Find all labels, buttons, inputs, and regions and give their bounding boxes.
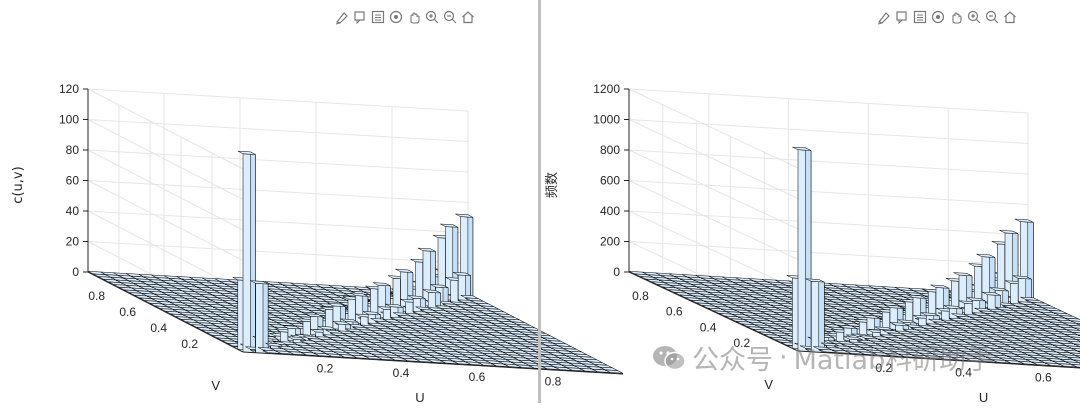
u-tick-label: 0.8	[545, 375, 562, 389]
bar-face-side	[250, 152, 255, 353]
z-gridline	[88, 181, 468, 261]
z-tick-label: 80	[66, 143, 80, 157]
z-gridline	[88, 89, 468, 169]
z-tick-label: 100	[59, 113, 79, 127]
z-tick-label: 60	[66, 174, 80, 188]
v-tick-label: 0.2	[181, 337, 198, 351]
z-tick-label: 40	[66, 204, 80, 218]
z-gridline	[88, 120, 468, 200]
z-gridline	[629, 120, 1028, 199]
v-tick-label: 0.4	[150, 321, 167, 335]
z-gridline	[629, 181, 1028, 260]
z-tick-label: 20	[66, 235, 80, 249]
z-tick-label: 0	[72, 265, 79, 279]
chart-1: 0 20 40 60 80 100 120 0.2 0.4 0.6 0.8 0.2 0.4 0.6 0.8 V…	[11, 82, 623, 403]
z-gridline	[629, 150, 1028, 229]
u-tick-label: 0.2	[317, 361, 334, 375]
bar-face-top	[395, 269, 413, 272]
bar-face-top	[373, 283, 391, 286]
z-tick-label: 120	[59, 82, 79, 96]
v-axis-label: V	[211, 378, 220, 393]
bars	[88, 151, 623, 374]
bar-face-side	[263, 282, 268, 354]
z-gridline	[88, 150, 468, 230]
u-axis-label: U	[415, 390, 424, 403]
u-tick-label: 0.6	[469, 370, 486, 384]
u-tick-label: 0.4	[393, 366, 410, 380]
bar-face-top	[440, 224, 458, 227]
bar-face-top	[418, 248, 436, 251]
bar-face-top	[238, 151, 256, 154]
v-tick-label: 0.8	[88, 289, 105, 303]
z-gridline	[629, 89, 1028, 168]
bar-face-top	[455, 214, 473, 217]
z-axis-label: c(u,v)	[11, 166, 26, 203]
v-tick-label: 0.6	[119, 305, 136, 319]
